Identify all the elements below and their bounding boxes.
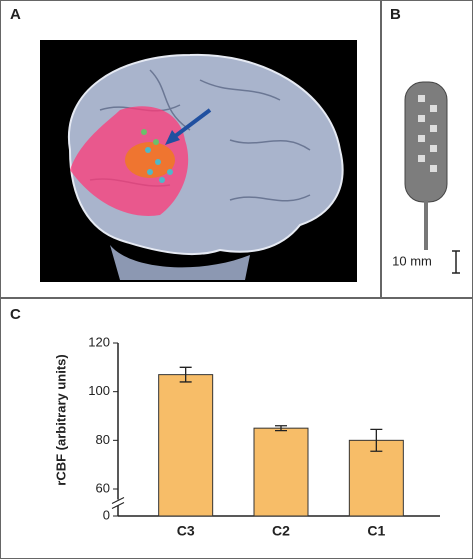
x-tick-label: C1 xyxy=(367,523,385,539)
y-tick-label: 0 xyxy=(103,507,110,522)
y-tick-label: 80 xyxy=(96,432,110,447)
x-tick-label: C3 xyxy=(177,523,195,539)
x-tick-label: C2 xyxy=(272,523,290,539)
scale-bar xyxy=(452,250,460,274)
electrode xyxy=(404,81,448,250)
panel-label: C xyxy=(10,306,21,323)
panel-label: B xyxy=(390,6,401,23)
error-bar xyxy=(179,366,192,383)
scale-bar-label: 10 mm xyxy=(392,253,432,268)
axis-break xyxy=(111,502,125,509)
axis-break-gap xyxy=(112,499,124,506)
y-tick-label: 120 xyxy=(88,334,110,349)
y-tick-label: 60 xyxy=(96,480,110,495)
bar xyxy=(253,427,309,517)
y-tick-label: 100 xyxy=(88,383,110,398)
bar xyxy=(348,439,404,517)
brain-image xyxy=(40,40,357,282)
axis-break xyxy=(111,497,125,504)
panel-label: A xyxy=(10,6,21,23)
bar xyxy=(158,374,214,517)
error-bar xyxy=(275,425,287,432)
error-bar xyxy=(370,428,383,452)
y-axis-label: rCBF (arbitrary units) xyxy=(53,354,68,485)
